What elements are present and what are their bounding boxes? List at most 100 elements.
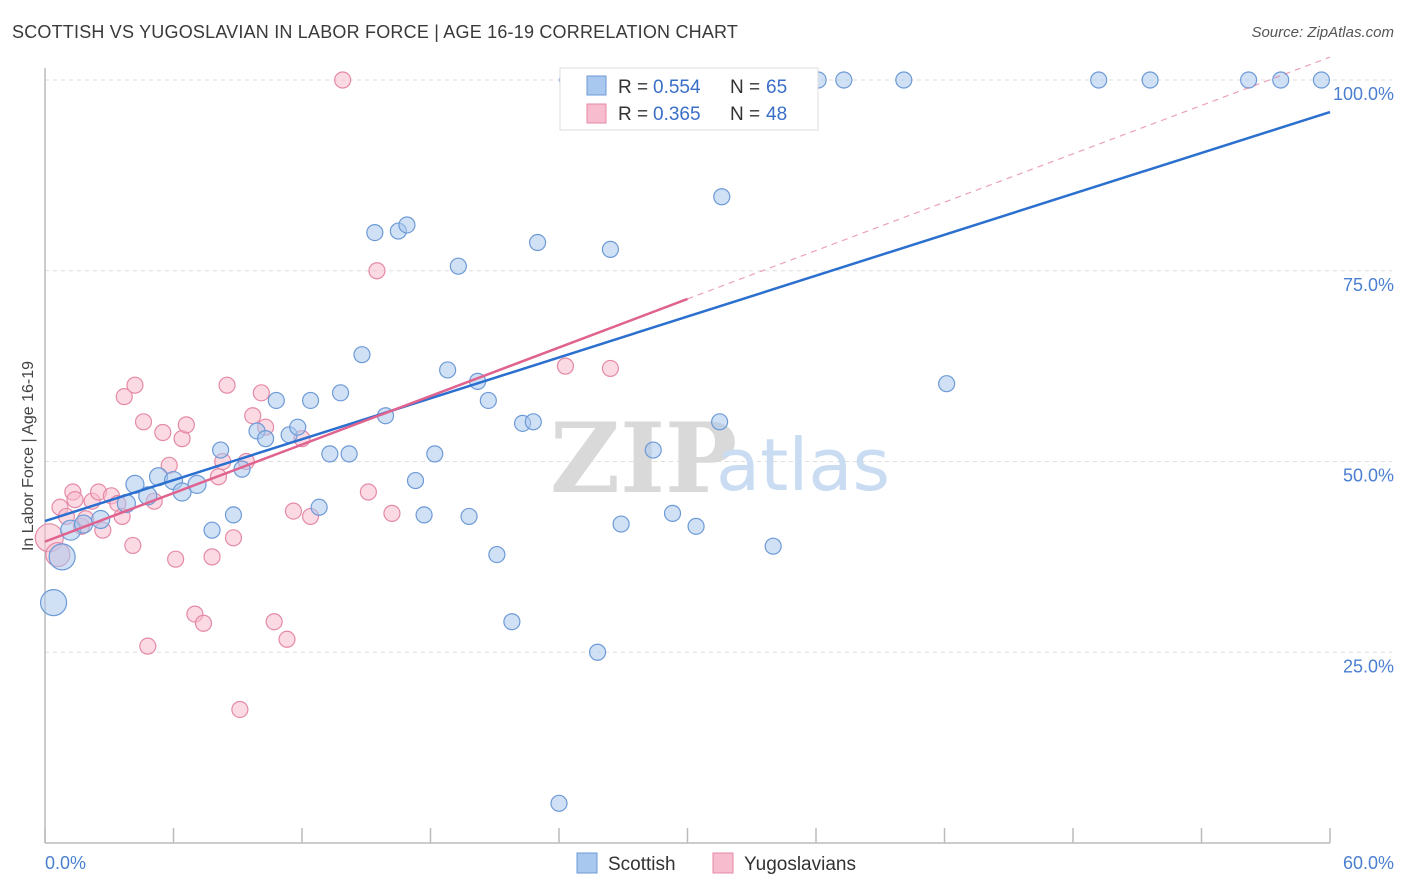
scottish-point: [644, 441, 662, 459]
scottish-point: [663, 504, 682, 522]
grid-lines: [45, 79, 1392, 653]
scottish-point: [267, 391, 285, 410]
legend-swatch-scottish: [586, 75, 607, 96]
chart-title: SCOTTISH VS YUGOSLAVIAN IN LABOR FORCE |…: [12, 22, 739, 42]
scottish-point: [449, 257, 467, 275]
yugoslavian-point: [124, 536, 142, 555]
scottish-point: [366, 224, 384, 242]
scottish-point: [439, 361, 457, 379]
x-ticks: [44, 828, 1331, 843]
x-tick-label-min: 0.0%: [45, 853, 86, 873]
yugoslavian-point: [278, 630, 296, 648]
scottish-point: [1090, 71, 1108, 89]
scottish-point: [224, 506, 243, 524]
yugoslavian-point: [167, 550, 185, 568]
yugoslavian-point: [265, 613, 283, 631]
legend-n-value-yugoslavian: 48: [766, 104, 787, 125]
yugoslavian-point: [194, 614, 213, 632]
scottish-point: [301, 391, 320, 410]
scottish-point: [256, 430, 275, 448]
scottish-point: [601, 240, 620, 258]
y-tick-label: 25.0%: [1343, 656, 1394, 676]
scottish-point: [310, 498, 328, 516]
scottish-point: [687, 517, 705, 535]
scottish-point: [460, 507, 478, 526]
scottish-point: [203, 521, 221, 539]
x-tick-label-max: 60.0%: [1343, 853, 1394, 873]
scottish-point: [524, 413, 542, 431]
y-tick-label: 50.0%: [1343, 466, 1394, 486]
legend-n-label-yugoslavian: N =: [730, 104, 760, 125]
scottish-point: [398, 216, 416, 234]
y-tick-labels: 25.0% 50.0% 75.0% 100.0%: [1333, 84, 1394, 676]
yugoslavian-point: [177, 416, 195, 434]
scottish-point: [1272, 71, 1290, 89]
scottish-point: [938, 375, 956, 393]
yugoslavian-point: [383, 504, 401, 522]
scottish-point: [612, 515, 630, 533]
yugoslavian-point: [134, 413, 153, 431]
yugoslavian-point: [556, 357, 575, 375]
yugoslavian-trend-line: [44, 297, 688, 543]
y-tick-label: 100.0%: [1333, 84, 1394, 104]
legend-r-value-scottish: 0.554: [653, 77, 701, 98]
yugoslavian-point: [224, 529, 243, 547]
yugoslavian-point: [368, 262, 386, 280]
yugoslavian-trend-line-extension: [687, 56, 1331, 300]
y-axis-label: In Labor Force | Age 16-19: [20, 361, 37, 551]
scottish-point: [895, 71, 913, 89]
legend-n-label-scottish: N =: [730, 77, 760, 98]
bottom-legend-label-yugoslavian: Yugoslavians: [744, 854, 856, 875]
scottish-point: [212, 441, 230, 459]
watermark-atlas: atlas: [716, 423, 890, 507]
scottish-point: [353, 346, 371, 364]
scottish-point: [835, 71, 853, 89]
yugoslavian-point: [139, 637, 157, 655]
scottish-point: [39, 589, 68, 617]
scottish-point: [1312, 71, 1331, 89]
legend-r-label-scottish: R =: [618, 77, 648, 98]
scottish-point: [588, 643, 607, 661]
scottish-point: [415, 506, 433, 524]
yugoslavian-point: [284, 502, 303, 520]
yugoslavian-point: [601, 359, 620, 378]
scottish-point: [503, 613, 521, 631]
bottom-legend-label-scottish: Scottish: [608, 854, 676, 875]
scottish-point: [48, 543, 76, 571]
scottish-point: [426, 445, 444, 463]
legend-r-label-yugoslavian: R =: [618, 104, 648, 125]
scottish-point: [528, 233, 547, 252]
bottom-legend-swatch-scottish: [576, 852, 598, 874]
yugoslavian-point: [115, 388, 133, 406]
yugoslavian-point: [66, 491, 84, 509]
yugoslavian-point: [218, 376, 236, 394]
scottish-point: [488, 545, 506, 564]
bottom-legend: Scottish Yugoslavians: [576, 852, 856, 875]
yugoslavian-point: [231, 700, 249, 719]
legend-r-value-yugoslavian: 0.365: [653, 104, 701, 125]
yugoslavian-points: [34, 71, 620, 719]
yugoslavian-point: [244, 407, 262, 425]
legend-box: R = 0.554 N = 65 R = 0.365 N = 48: [559, 67, 819, 131]
scottish-point: [550, 794, 568, 812]
yugoslavian-point: [203, 548, 221, 566]
y-tick-label: 75.0%: [1343, 275, 1394, 295]
watermark-zip: ZIP: [550, 402, 737, 515]
legend-n-value-scottish: 65: [766, 77, 787, 98]
yugoslavian-point: [359, 483, 377, 501]
legend-swatch-yugoslavian: [586, 103, 607, 124]
scottish-point: [711, 413, 729, 431]
yugoslavian-point: [126, 376, 144, 394]
yugoslavian-point: [334, 71, 352, 89]
scottish-point: [479, 391, 497, 410]
scottish-point: [1141, 71, 1159, 89]
yugoslavian-point: [154, 423, 172, 442]
yugoslavian-point: [252, 384, 270, 402]
scottish-point: [289, 418, 307, 436]
trend-lines: [44, 56, 1331, 543]
scottish-point: [331, 384, 350, 402]
scottish-point: [321, 445, 339, 463]
chart-source: Source: ZipAtlas.com: [1251, 24, 1394, 41]
scottish-point: [764, 537, 782, 555]
